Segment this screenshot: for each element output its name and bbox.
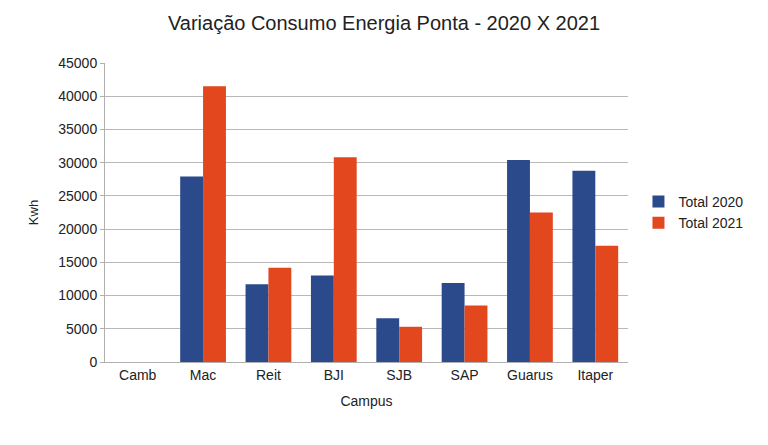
svg-text:Mac: Mac	[190, 367, 216, 383]
svg-text:20000: 20000	[58, 221, 97, 237]
svg-text:0: 0	[89, 354, 97, 370]
svg-text:Total 2021: Total 2021	[678, 215, 743, 231]
svg-text:45000: 45000	[58, 55, 97, 71]
svg-text:Camb: Camb	[119, 367, 157, 383]
svg-text:35000: 35000	[58, 121, 97, 137]
svg-text:Itaper: Itaper	[577, 367, 613, 383]
svg-text:40000: 40000	[58, 88, 97, 104]
svg-text:Total 2020: Total 2020	[678, 194, 743, 210]
svg-text:25000: 25000	[58, 188, 97, 204]
svg-text:SJB: SJB	[386, 367, 412, 383]
svg-text:SAP: SAP	[451, 367, 479, 383]
svg-text:10000: 10000	[58, 287, 97, 303]
svg-text:BJI: BJI	[324, 367, 344, 383]
svg-text:15000: 15000	[58, 254, 97, 270]
svg-text:Variação Consumo Energia Ponta: Variação Consumo Energia Ponta - 2020 X …	[168, 12, 600, 34]
svg-text:30000: 30000	[58, 155, 97, 171]
svg-text:Guarus: Guarus	[507, 367, 553, 383]
svg-text:Reit: Reit	[256, 367, 281, 383]
svg-text:Kwh: Kwh	[26, 200, 41, 225]
svg-text:Campus: Campus	[340, 393, 392, 409]
svg-text:5000: 5000	[66, 321, 97, 337]
